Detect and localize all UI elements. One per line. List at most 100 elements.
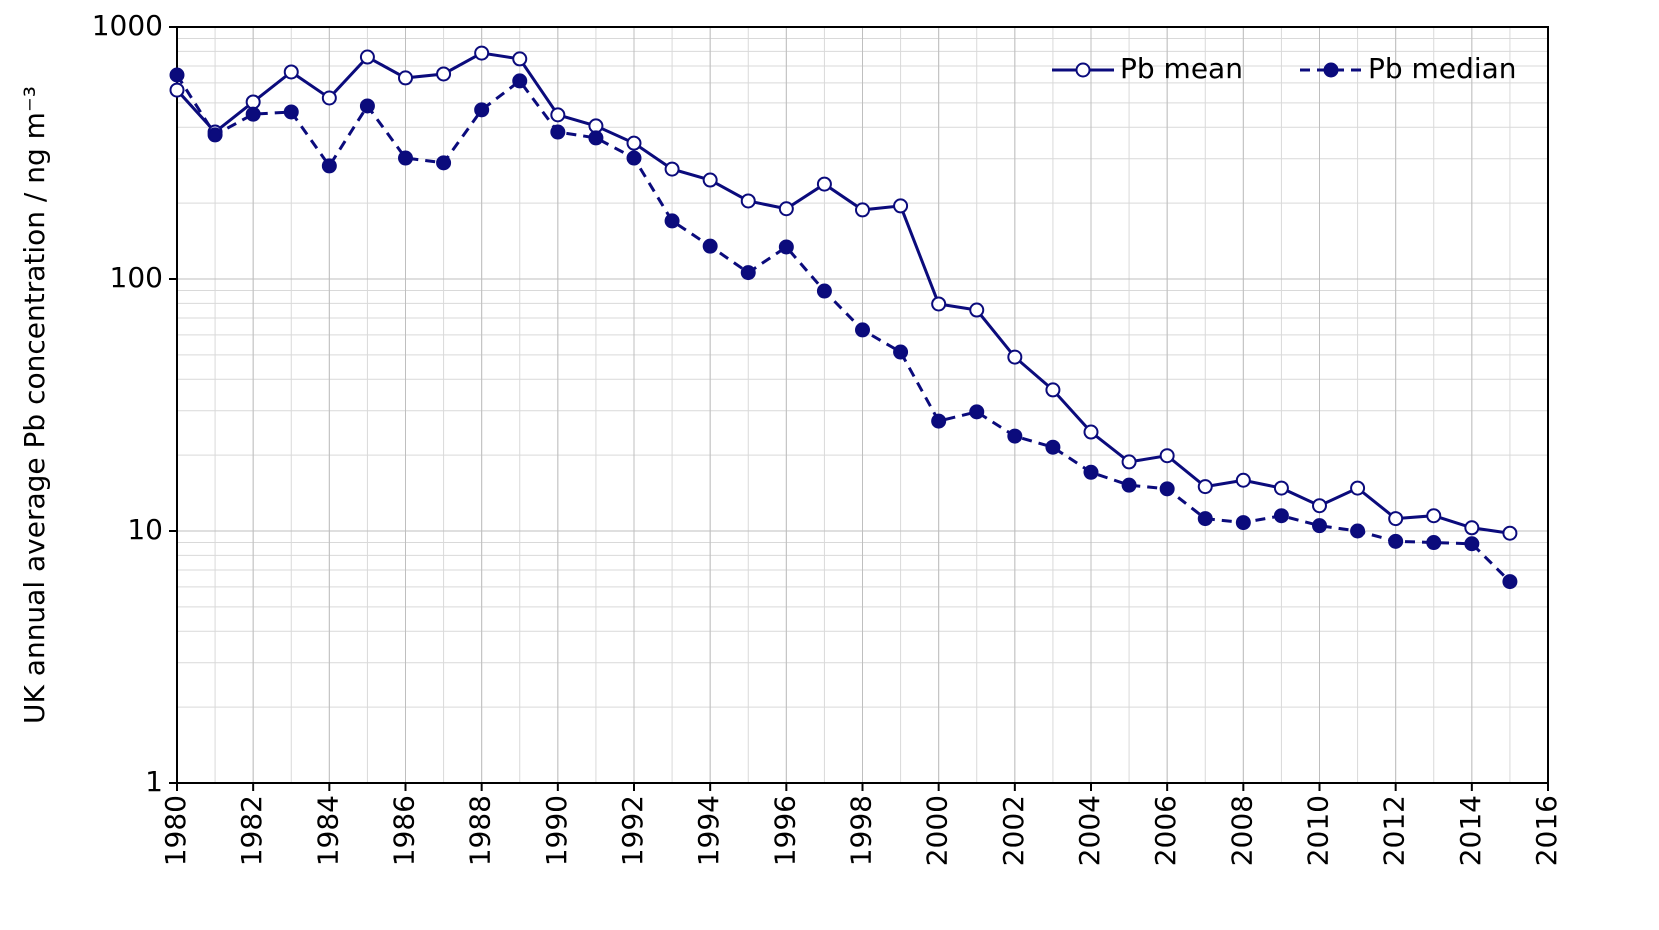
data-point xyxy=(969,404,985,420)
data-point xyxy=(321,158,337,174)
data-point xyxy=(816,283,832,299)
x-tick-label: 1986 xyxy=(388,795,421,866)
data-point xyxy=(664,161,680,177)
data-point xyxy=(855,322,870,338)
data-point xyxy=(664,213,680,229)
data-point xyxy=(1159,481,1175,497)
legend-label: Pb mean xyxy=(1120,52,1243,85)
x-tick-label: 1980 xyxy=(159,795,192,866)
data-point xyxy=(588,130,604,146)
data-point xyxy=(359,49,375,65)
x-tick-label: 2002 xyxy=(997,795,1030,866)
x-tick-label: 2008 xyxy=(1225,795,1258,866)
data-point xyxy=(512,51,528,67)
data-point xyxy=(283,104,299,120)
x-tick-label: 2012 xyxy=(1378,795,1411,866)
data-point xyxy=(1159,448,1175,464)
data-point xyxy=(778,239,794,255)
y-tick-label: 1000 xyxy=(92,9,163,42)
legend: Pb mean Pb median xyxy=(1052,52,1517,85)
x-tick-label: 2006 xyxy=(1149,795,1182,866)
data-point xyxy=(1007,349,1023,365)
x-tick-label: 1984 xyxy=(311,795,344,866)
y-tick-label: 1 xyxy=(145,765,163,798)
data-point xyxy=(245,106,261,122)
data-point xyxy=(1045,439,1061,455)
data-point xyxy=(1045,382,1061,398)
y-axis-label: UK annual average Pb concentration / ng … xyxy=(18,86,51,724)
data-point xyxy=(1197,511,1213,527)
data-point xyxy=(702,172,718,188)
data-point xyxy=(550,124,566,140)
x-tick-label: 1998 xyxy=(845,795,878,866)
x-tick-label: 2004 xyxy=(1073,795,1106,866)
legend-marker xyxy=(1323,62,1339,78)
data-point xyxy=(1312,498,1327,514)
data-point xyxy=(626,150,642,166)
series-line xyxy=(175,74,1511,583)
x-tick-label: 2014 xyxy=(1454,795,1487,866)
data-point xyxy=(1426,508,1442,524)
data-point xyxy=(1121,454,1137,470)
x-tick-label: 1994 xyxy=(692,795,725,866)
grid xyxy=(176,26,1549,784)
data-point xyxy=(359,98,375,114)
series-line xyxy=(175,51,1511,535)
x-tick-label: 2010 xyxy=(1302,795,1335,866)
data-point xyxy=(1502,525,1518,541)
data-point xyxy=(969,302,985,318)
data-point xyxy=(1121,477,1137,493)
data-point xyxy=(1312,518,1327,534)
data-point xyxy=(1464,536,1480,552)
data-point xyxy=(1197,479,1213,495)
y-tick-label: 100 xyxy=(110,261,163,294)
data-point xyxy=(1083,424,1099,440)
data-point xyxy=(1388,511,1404,527)
data-point xyxy=(931,296,947,312)
data-point xyxy=(550,107,566,123)
data-point xyxy=(778,201,794,217)
legend-marker xyxy=(1075,62,1091,78)
x-tick-label: 2000 xyxy=(921,795,954,866)
data-point xyxy=(207,127,223,143)
data-point xyxy=(1235,515,1251,531)
x-tick-label: 1996 xyxy=(768,795,801,866)
x-tick-label: 1982 xyxy=(235,795,268,866)
data-point xyxy=(245,94,261,110)
data-point xyxy=(1273,508,1289,524)
data-point xyxy=(816,176,832,192)
data-point xyxy=(893,198,909,214)
data-point xyxy=(1235,472,1251,488)
y-tick-label: 10 xyxy=(127,513,163,546)
data-point xyxy=(1083,464,1099,480)
data-point xyxy=(512,73,528,89)
legend-label: Pb median xyxy=(1368,52,1517,85)
data-point xyxy=(893,344,909,360)
data-point xyxy=(474,102,490,118)
data-point xyxy=(283,64,299,80)
data-point xyxy=(1464,520,1480,536)
plot-frame xyxy=(176,26,1549,784)
data-point xyxy=(1350,523,1366,539)
x-tick-label: 1992 xyxy=(616,795,649,866)
data-point xyxy=(1007,428,1023,444)
data-point xyxy=(169,67,185,83)
data-point xyxy=(740,193,756,209)
data-point xyxy=(436,155,452,171)
x-tick-label: 1988 xyxy=(464,795,497,866)
data-point xyxy=(398,70,413,86)
x-tick-label: 1990 xyxy=(540,795,573,866)
data-point xyxy=(740,265,756,281)
data-point xyxy=(855,202,870,218)
data-point xyxy=(1350,480,1366,496)
x-tick-label: 2016 xyxy=(1530,795,1563,866)
data-point xyxy=(436,66,452,82)
data-point xyxy=(169,82,185,98)
data-point xyxy=(1426,535,1442,551)
data-point xyxy=(626,135,642,151)
data-point xyxy=(398,150,413,166)
data-point xyxy=(321,90,337,106)
data-point xyxy=(474,45,490,61)
data-point xyxy=(1388,533,1404,549)
